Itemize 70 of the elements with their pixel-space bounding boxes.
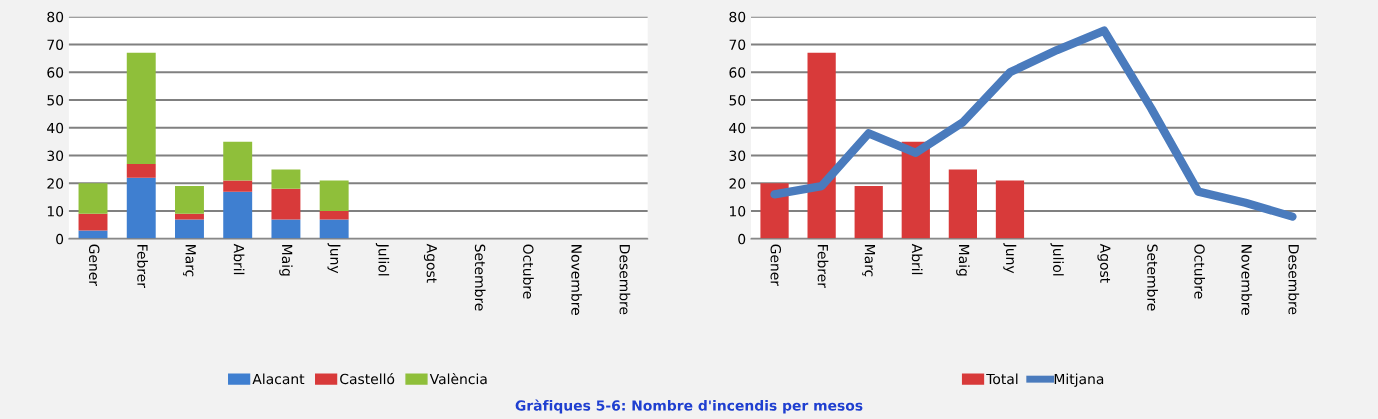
bar [854, 186, 883, 239]
bar [319, 211, 349, 220]
bar [807, 52, 836, 239]
bar [271, 219, 301, 239]
x-tick-label: Setembre [474, 244, 486, 311]
y-tick-label: 70 [47, 39, 64, 50]
legend-label: Total [986, 373, 1018, 385]
x-tick-label: Febrer [137, 245, 148, 288]
x-tick-label: Agost [423, 243, 437, 283]
x-tick-label: Març [862, 245, 876, 277]
y-tick-label: 70 [729, 39, 746, 50]
bar [223, 180, 253, 192]
y-tick-label: 80 [47, 11, 64, 23]
bar [319, 180, 349, 212]
x-tick-label: Octubre [523, 244, 534, 299]
x-tick-label: Gener [770, 244, 782, 287]
y-tick-label: 10 [730, 206, 746, 217]
bar [271, 188, 301, 220]
bar [78, 213, 108, 231]
y-tick-label: 60 [729, 67, 746, 78]
x-tick-label: Maig [956, 245, 970, 276]
x-tick-label: Març [182, 245, 196, 277]
x-tick-label: Octubre [1194, 244, 1206, 299]
y-tick-label: 0 [56, 233, 64, 245]
x-tick-label: Abril [911, 243, 923, 275]
bar [995, 180, 1025, 239]
bar [319, 219, 349, 239]
x-tick-label: Maig [279, 245, 293, 276]
bar [175, 219, 204, 239]
bar [175, 213, 204, 220]
x-tick-label: Juny [1003, 242, 1017, 274]
x-tick-label: Febrer [817, 245, 829, 288]
y-tick-label: 40 [47, 122, 64, 134]
text: Gràfiques 5-6: Nombre d'incendis per mesos [515, 399, 863, 414]
y-tick-label: 60 [47, 67, 64, 78]
bar [126, 163, 156, 178]
bar [175, 186, 204, 214]
y-tick-label: 50 [47, 95, 64, 106]
bar [126, 177, 156, 239]
x-tick-label: Novembre [571, 245, 583, 315]
x-tick-label: Desembre [619, 245, 631, 315]
legend-label: Mitjana [1054, 373, 1104, 387]
y-tick-label: 50 [729, 95, 746, 106]
y-tick-label: 30 [47, 150, 64, 162]
bar [78, 183, 108, 214]
legend-label: Alacant [252, 373, 305, 385]
x-tick-label: Desembre [1288, 245, 1300, 315]
y-tick-label: 80 [729, 11, 746, 23]
y-tick-label: 20 [47, 178, 64, 189]
x-tick-label: Gener [88, 244, 100, 287]
bar [760, 183, 789, 239]
bar [271, 169, 301, 189]
x-tick-label: Juny [327, 242, 341, 274]
bar [948, 169, 977, 239]
y-tick-label: 20 [729, 178, 746, 189]
x-tick-label: Juliol [375, 242, 390, 276]
x-tick-label: Abril [233, 243, 245, 275]
y-tick-label: 40 [729, 122, 746, 134]
y-tick-label: 0 [738, 233, 746, 245]
legend-label: Castelló [340, 372, 395, 385]
x-tick-label: Juliol [1050, 242, 1064, 276]
x-tick-label: Novembre [1241, 245, 1253, 315]
x-tick-label: Setembre [1147, 244, 1158, 311]
legend-label: València [429, 372, 487, 385]
bar [223, 141, 253, 181]
y-tick-label: 30 [729, 150, 746, 162]
bar [223, 191, 253, 239]
x-tick-label: Agost [1097, 243, 1111, 283]
y-tick-label: 10 [47, 206, 64, 217]
bar [126, 52, 156, 164]
